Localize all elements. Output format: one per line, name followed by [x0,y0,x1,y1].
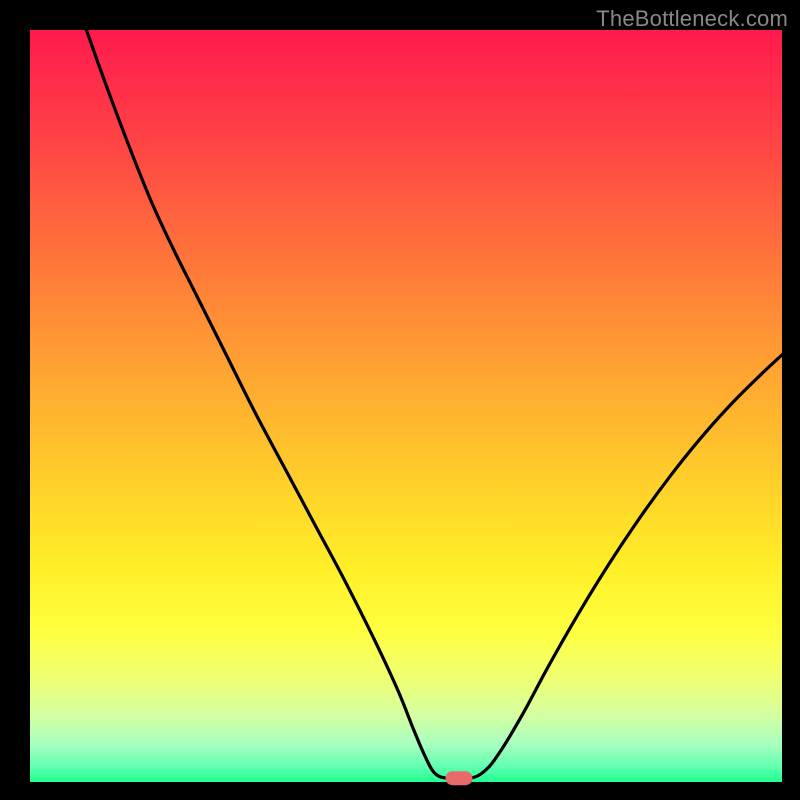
minimum-marker [445,771,472,785]
watermark-text: TheBottleneck.com [596,6,788,32]
bottleneck-curve [30,30,782,782]
chart-plot-area [30,30,782,782]
